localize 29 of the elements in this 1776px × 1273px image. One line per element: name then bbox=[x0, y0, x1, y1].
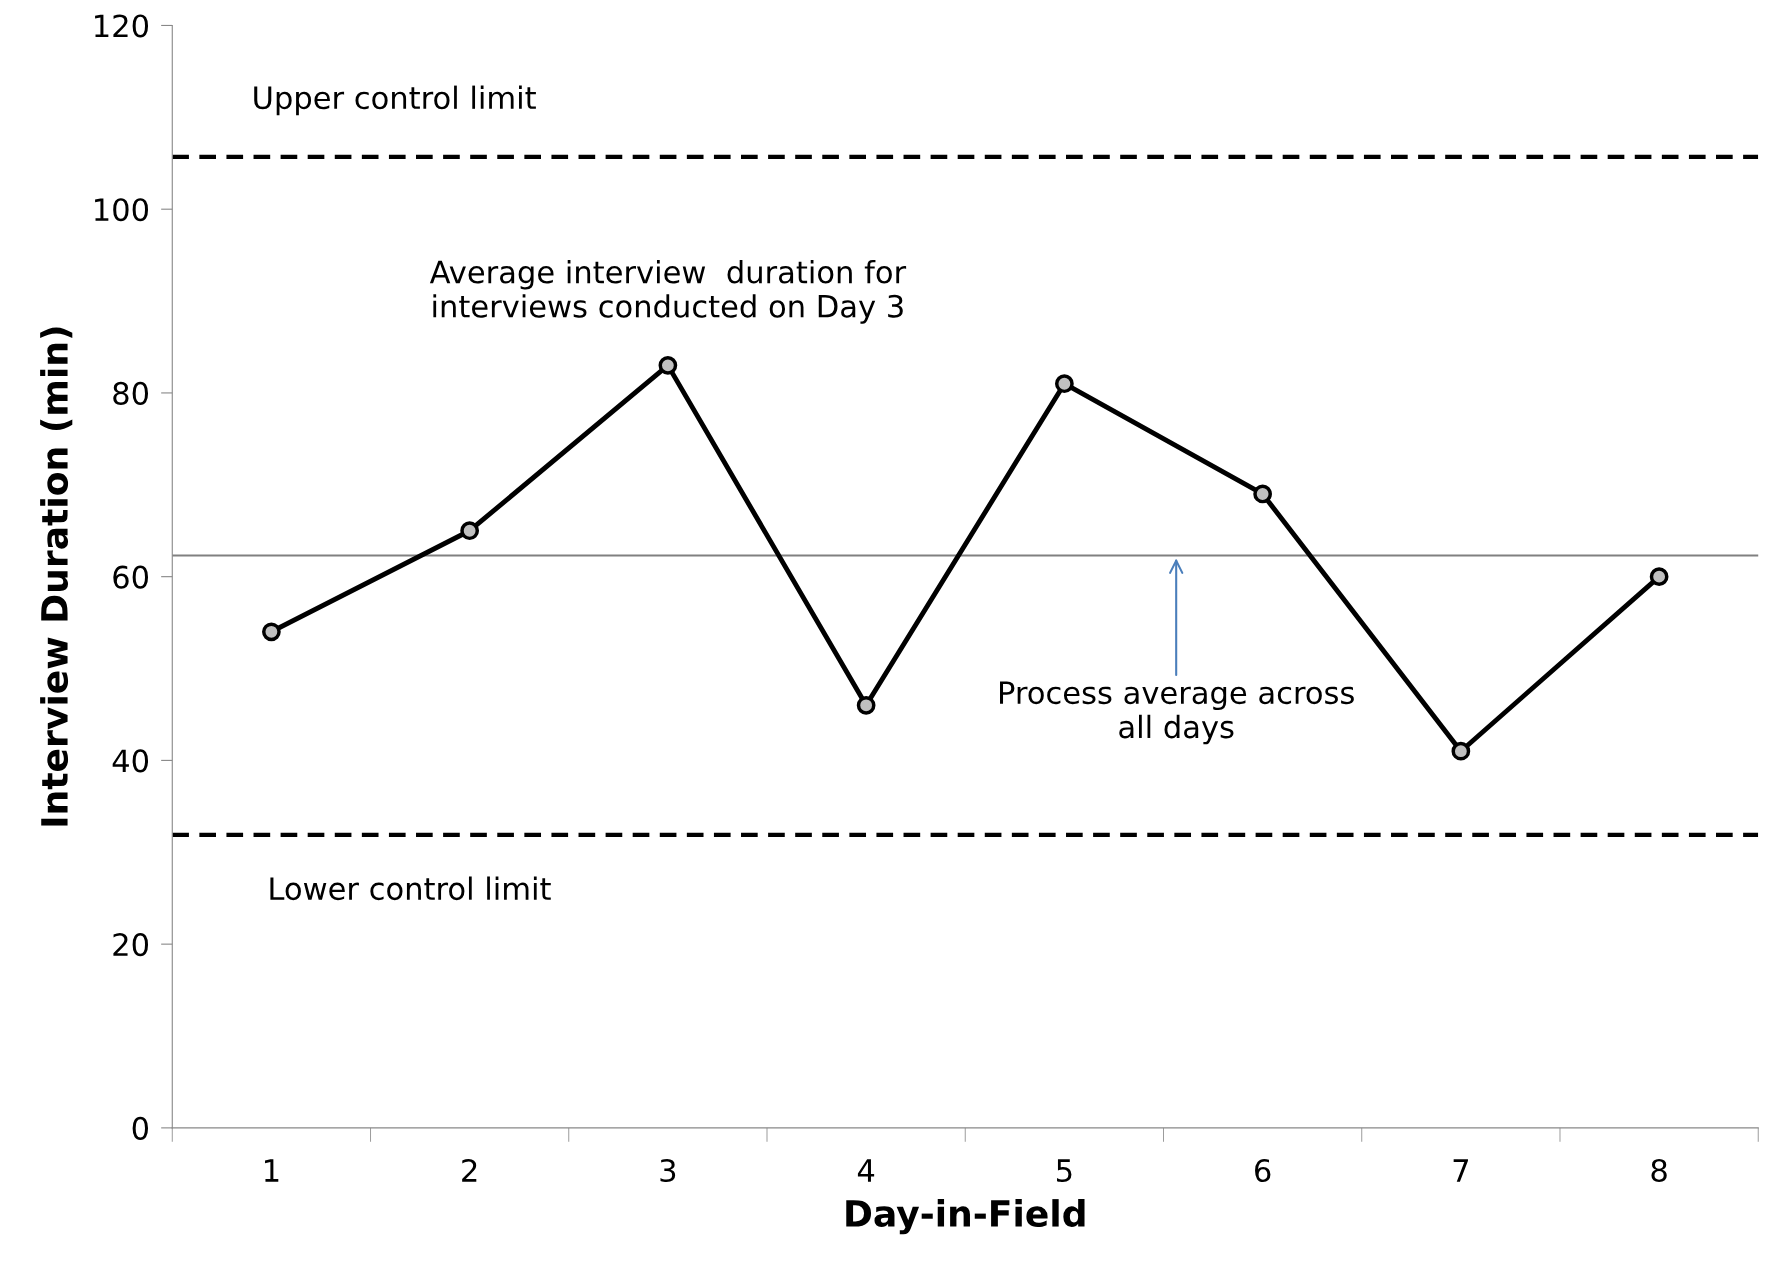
y-tick-label: 0 bbox=[132, 1116, 149, 1140]
point bbox=[1649, 567, 1669, 587]
ref-line-label: Upper control limit bbox=[254, 85, 536, 116]
ref-line-label: Process average across all days bbox=[1000, 681, 1354, 745]
point bbox=[658, 355, 678, 375]
point bbox=[856, 695, 876, 715]
y-tick-label: 100 bbox=[95, 198, 149, 222]
point bbox=[1253, 484, 1272, 504]
point bbox=[262, 622, 281, 642]
x-tick-label: 4 bbox=[857, 1159, 875, 1182]
point bbox=[1451, 741, 1471, 761]
y-tick-label: 20 bbox=[113, 933, 149, 957]
x-tick-label: 3 bbox=[660, 1158, 676, 1183]
x-tick-label: 8 bbox=[1651, 1158, 1667, 1183]
y-axis-title: Interview Duration (min) bbox=[40, 327, 73, 826]
y-tick-label: 80 bbox=[113, 381, 149, 405]
x-tick-label: 7 bbox=[1453, 1159, 1468, 1182]
point bbox=[460, 521, 480, 541]
x-axis-title: Day-in-Field bbox=[846, 1199, 1085, 1235]
y-tick-label: 120 bbox=[95, 14, 149, 38]
x-tick-label: 5 bbox=[1057, 1159, 1072, 1183]
x-tick-label: 6 bbox=[1255, 1158, 1271, 1183]
x-tick-label: 1 bbox=[265, 1159, 279, 1182]
y-tick-label: 60 bbox=[113, 565, 149, 589]
x-tick-label: 2 bbox=[462, 1158, 477, 1182]
annotation: Average interview duration for interviews conducted on Day 3 bbox=[429, 259, 907, 324]
y-tick-label: 40 bbox=[112, 749, 149, 773]
ref-line-label: Lower control limit bbox=[270, 876, 551, 901]
point bbox=[1055, 374, 1074, 394]
